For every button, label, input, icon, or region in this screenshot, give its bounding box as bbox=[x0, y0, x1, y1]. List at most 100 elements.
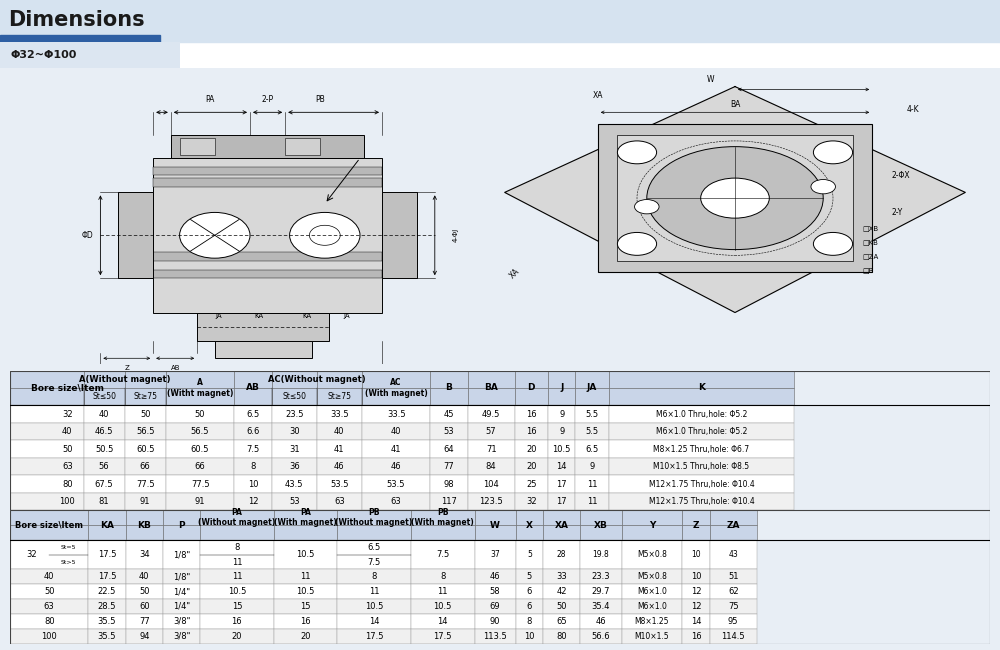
Text: 63: 63 bbox=[62, 462, 73, 471]
Bar bbox=[622, 569, 682, 584]
Text: 98: 98 bbox=[444, 480, 454, 489]
Bar bbox=[126, 584, 163, 599]
Bar bbox=[10, 614, 88, 629]
Bar bbox=[200, 510, 274, 525]
Text: PB
(With magnet): PB (With magnet) bbox=[411, 508, 474, 527]
Text: W: W bbox=[490, 521, 500, 530]
Bar bbox=[580, 510, 622, 525]
Text: 40: 40 bbox=[391, 427, 401, 436]
Bar bbox=[337, 614, 411, 629]
Text: 22.5: 22.5 bbox=[98, 587, 116, 596]
Bar bbox=[617, 135, 853, 261]
Bar bbox=[317, 493, 362, 510]
Text: A(Without magnet): A(Without magnet) bbox=[79, 375, 170, 383]
Text: 50: 50 bbox=[195, 410, 205, 419]
Bar bbox=[166, 493, 234, 510]
Bar bbox=[580, 629, 622, 644]
Bar bbox=[710, 614, 757, 629]
Text: 91: 91 bbox=[140, 497, 150, 506]
Text: 12: 12 bbox=[691, 587, 701, 596]
Bar bbox=[622, 540, 682, 569]
Bar bbox=[430, 406, 468, 423]
Text: 2-P: 2-P bbox=[262, 95, 274, 104]
Text: 53: 53 bbox=[444, 427, 454, 436]
Text: 10.5: 10.5 bbox=[433, 602, 452, 611]
Bar bbox=[163, 629, 200, 644]
Text: 50: 50 bbox=[139, 587, 150, 596]
Bar bbox=[125, 475, 166, 493]
Bar bbox=[200, 525, 274, 540]
Text: 71: 71 bbox=[486, 445, 496, 454]
Bar bbox=[575, 458, 609, 475]
Text: Φ32~Φ100: Φ32~Φ100 bbox=[11, 50, 77, 60]
Bar bbox=[200, 584, 274, 599]
Text: K: K bbox=[698, 384, 705, 393]
Text: 28: 28 bbox=[557, 550, 566, 559]
Text: W: W bbox=[707, 75, 714, 84]
Text: 11: 11 bbox=[300, 573, 311, 581]
Bar bbox=[430, 388, 468, 406]
Bar bbox=[682, 614, 710, 629]
Text: KA: KA bbox=[303, 313, 312, 319]
Text: 63: 63 bbox=[391, 497, 401, 506]
Bar bbox=[10, 458, 84, 475]
Text: 23.3: 23.3 bbox=[592, 573, 610, 581]
Bar bbox=[317, 406, 362, 423]
Bar bbox=[153, 166, 382, 176]
Bar bbox=[337, 569, 411, 584]
Text: Z: Z bbox=[124, 365, 129, 370]
Bar bbox=[163, 569, 200, 584]
Bar bbox=[84, 406, 125, 423]
Bar bbox=[166, 441, 234, 458]
Bar bbox=[515, 475, 548, 493]
Bar bbox=[10, 525, 88, 540]
Text: 17.5: 17.5 bbox=[365, 632, 383, 641]
Circle shape bbox=[647, 147, 823, 250]
Bar bbox=[468, 370, 515, 388]
Bar bbox=[609, 388, 794, 406]
Text: 20: 20 bbox=[300, 632, 311, 641]
Bar bbox=[337, 510, 411, 525]
Text: 46: 46 bbox=[334, 462, 345, 471]
Text: 10.5: 10.5 bbox=[365, 602, 383, 611]
Text: AC
(With magnet): AC (With magnet) bbox=[365, 378, 427, 398]
Bar bbox=[10, 629, 88, 644]
Bar bbox=[543, 525, 580, 540]
Bar bbox=[163, 510, 200, 525]
Bar bbox=[200, 540, 274, 569]
Text: 1/4": 1/4" bbox=[173, 602, 190, 611]
Bar bbox=[580, 569, 622, 584]
Text: M6×1.0 Thru,hole: Φ5.2: M6×1.0 Thru,hole: Φ5.2 bbox=[656, 427, 747, 436]
Text: 35.4: 35.4 bbox=[592, 602, 610, 611]
Text: 37: 37 bbox=[490, 550, 500, 559]
Bar bbox=[682, 569, 710, 584]
Text: 9: 9 bbox=[559, 427, 564, 436]
Text: 33: 33 bbox=[556, 573, 567, 581]
Circle shape bbox=[635, 200, 659, 214]
Text: 41: 41 bbox=[334, 445, 345, 454]
Bar bbox=[362, 388, 430, 406]
Bar bbox=[411, 525, 475, 540]
Bar bbox=[317, 388, 362, 406]
Bar bbox=[84, 441, 125, 458]
Bar bbox=[125, 441, 166, 458]
Bar bbox=[0, 34, 160, 42]
Circle shape bbox=[813, 233, 853, 255]
Text: 66: 66 bbox=[195, 462, 205, 471]
Text: Bore size\Item: Bore size\Item bbox=[15, 521, 83, 530]
Bar bbox=[166, 406, 234, 423]
Text: 95: 95 bbox=[728, 617, 738, 626]
Text: 33.5: 33.5 bbox=[330, 410, 349, 419]
Text: □ZA: □ZA bbox=[862, 254, 879, 259]
Bar bbox=[234, 493, 272, 510]
Text: 3/8": 3/8" bbox=[173, 632, 190, 641]
Bar bbox=[84, 388, 125, 406]
Bar bbox=[10, 441, 84, 458]
Bar bbox=[411, 510, 475, 525]
Text: 50.5: 50.5 bbox=[95, 445, 113, 454]
Bar bbox=[516, 540, 543, 569]
Bar bbox=[622, 510, 682, 525]
Text: D: D bbox=[528, 384, 535, 393]
Text: 7.5: 7.5 bbox=[436, 550, 449, 559]
Text: 10: 10 bbox=[691, 573, 701, 581]
